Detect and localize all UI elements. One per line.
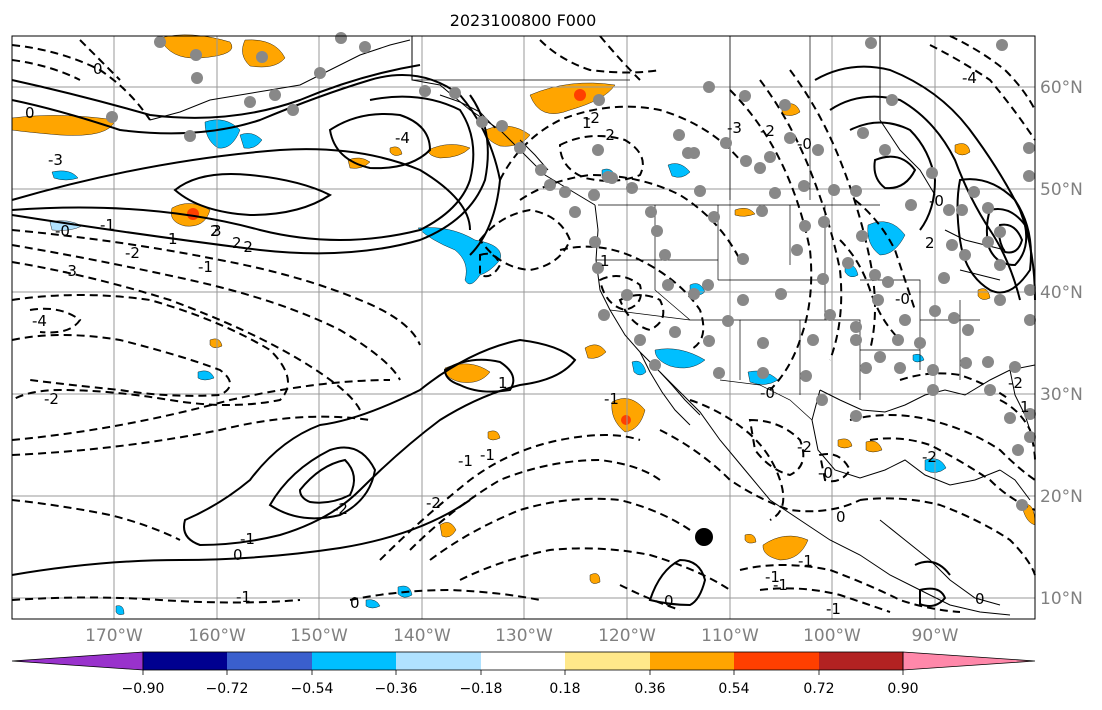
- colorbar-tick-label: −0.18: [460, 681, 503, 697]
- contour-label: -0: [797, 135, 812, 153]
- storm-center-marker: [695, 528, 713, 546]
- contour-label: 1: [168, 230, 178, 248]
- contour-label: -0: [895, 290, 910, 308]
- lon-label: 140°W: [393, 626, 451, 646]
- contour-label: -3: [727, 119, 742, 137]
- contour-label: -2: [585, 109, 600, 127]
- colorbar-tick-label: 0.18: [549, 681, 580, 697]
- map-plot-area: 0 -3 -4 3 -2 1 2 0 -1 -2 2 -0 -1 -1 -1 1…: [11, 32, 1036, 620]
- colorbar: −0.90 −0.72 −0.54 −0.36 −0.18 0.18 0.36 …: [11, 651, 1036, 697]
- colorbar-tick-label: −0.36: [375, 681, 418, 697]
- contour-label: -1: [826, 600, 841, 618]
- lat-label: 20°N: [1040, 487, 1083, 507]
- contour-label: -2: [426, 494, 441, 512]
- colorbar-extend-low: [11, 651, 144, 671]
- contour-label: -1: [604, 390, 619, 408]
- contour-label: -3: [48, 151, 63, 169]
- longitude-labels: 170°W 160°W 150°W 140°W 130°W 120°W 110°…: [85, 626, 959, 646]
- colorbar-segment: [227, 652, 312, 670]
- contour-label: 1: [600, 252, 610, 270]
- lat-label: 50°N: [1040, 180, 1083, 200]
- contour-label: -2: [238, 238, 253, 256]
- lon-label: 120°W: [598, 626, 656, 646]
- lat-label: 40°N: [1040, 283, 1083, 303]
- contour-label: -2: [600, 126, 615, 144]
- contour-label: 1: [1020, 398, 1030, 416]
- lat-label: 10°N: [1040, 589, 1083, 609]
- colorbar-segment: [396, 652, 481, 670]
- contour-label: -1: [765, 568, 780, 586]
- colorbar-segment: [819, 652, 903, 670]
- colorbar-tick-label: 0.72: [803, 681, 834, 697]
- lat-label: 30°N: [1040, 385, 1083, 405]
- contour-label: 0: [975, 590, 985, 608]
- colorbar-segment: [565, 652, 650, 670]
- contour-label: -1: [240, 530, 255, 548]
- contour-label: -0: [760, 384, 775, 402]
- contour-labels: 0 -3 -4 3 -2 1 2 0 -1 -2 2 -0 -1 -1 -1 1…: [25, 60, 1030, 618]
- latitude-labels: 60°N 50°N 40°N 30°N 20°N 10°N: [1040, 78, 1083, 609]
- contour-label: 0: [93, 60, 103, 78]
- contour-label: 0: [664, 592, 674, 610]
- contour-label: -2: [1008, 374, 1023, 392]
- contour-label: -2: [333, 500, 348, 518]
- contour-label: 0: [233, 546, 243, 564]
- lon-label: 170°W: [85, 626, 143, 646]
- contour-label: -1: [773, 576, 788, 594]
- contour-label: -3: [62, 262, 77, 280]
- colorbar-extend-high: [902, 651, 1036, 671]
- contour-label: -0: [818, 464, 833, 482]
- colorbar-segment: [312, 652, 396, 670]
- colorbar-tick-label: 0.90: [887, 681, 918, 697]
- contour-label: -2: [797, 438, 812, 456]
- contour-label: 2: [925, 234, 935, 252]
- contour-label: -1: [480, 446, 495, 464]
- contour-label: -0: [55, 222, 70, 240]
- contour-label: -2: [44, 390, 59, 408]
- lon-label: 130°W: [495, 626, 553, 646]
- contour-label: 0: [836, 508, 846, 526]
- contour-label: -2: [922, 448, 937, 466]
- contour-label: -0: [929, 192, 944, 210]
- contour-label: 1: [498, 374, 508, 392]
- lat-label: 60°N: [1040, 78, 1083, 98]
- lon-label: 110°W: [701, 626, 759, 646]
- contour-label: -1: [458, 452, 473, 470]
- colorbar-tick-label: −0.54: [291, 681, 334, 697]
- lon-label: 100°W: [803, 626, 861, 646]
- contours-dashed: [11, 35, 1036, 613]
- contour-label: -1: [236, 588, 251, 606]
- contour-label: -2: [125, 244, 140, 262]
- contour-label: -1: [798, 552, 813, 570]
- colorbar-tick-label: −0.90: [122, 681, 165, 697]
- contour-label: -1: [100, 216, 115, 234]
- contour-label: -1: [198, 258, 213, 276]
- contour-label: -4: [962, 69, 977, 87]
- colorbar-tick-label: −0.72: [206, 681, 249, 697]
- contour-label: 2: [232, 234, 242, 252]
- lon-label: 90°W: [912, 626, 959, 646]
- contours-solid: [11, 64, 1036, 607]
- map-title: 2023100800 F000: [450, 11, 597, 30]
- contour-label: -4: [395, 129, 410, 147]
- lon-label: 150°W: [290, 626, 348, 646]
- colorbar-segment: [734, 652, 819, 670]
- contour-label: 0: [350, 594, 360, 612]
- contour-label: 2: [210, 222, 220, 240]
- station-markers: [106, 32, 1036, 511]
- colorbar-tick-label: 0.54: [718, 681, 749, 697]
- contour-label: -2: [760, 122, 775, 140]
- contour-label: 0: [25, 104, 35, 122]
- colorbar-tick-label: 0.36: [634, 681, 665, 697]
- contour-label: -4: [32, 312, 47, 330]
- colorbar-segment: [143, 652, 227, 670]
- lon-label: 160°W: [188, 626, 246, 646]
- contour-label: 3: [212, 222, 222, 240]
- colorbar-segment: [650, 652, 734, 670]
- colorbar-segment: [481, 652, 565, 670]
- contour-label: 1: [582, 114, 592, 132]
